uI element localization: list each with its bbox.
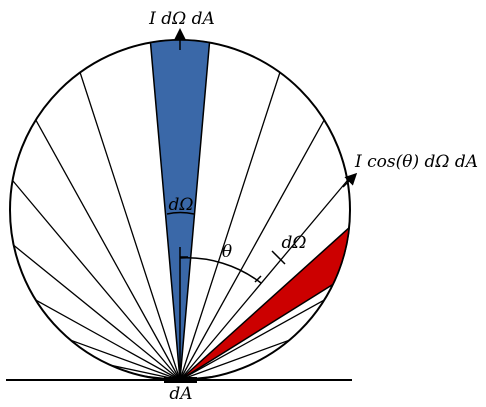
right-label: I cos(θ) dΩ dA bbox=[354, 152, 478, 172]
normal-solid-angle-label: dΩ bbox=[169, 195, 194, 215]
oblique-solid-angle-label: dΩ bbox=[282, 233, 307, 253]
top-label: I dΩ dA bbox=[148, 9, 215, 29]
theta-label: θ bbox=[222, 242, 232, 262]
base-label: dA bbox=[169, 384, 192, 402]
area-element bbox=[164, 377, 197, 383]
